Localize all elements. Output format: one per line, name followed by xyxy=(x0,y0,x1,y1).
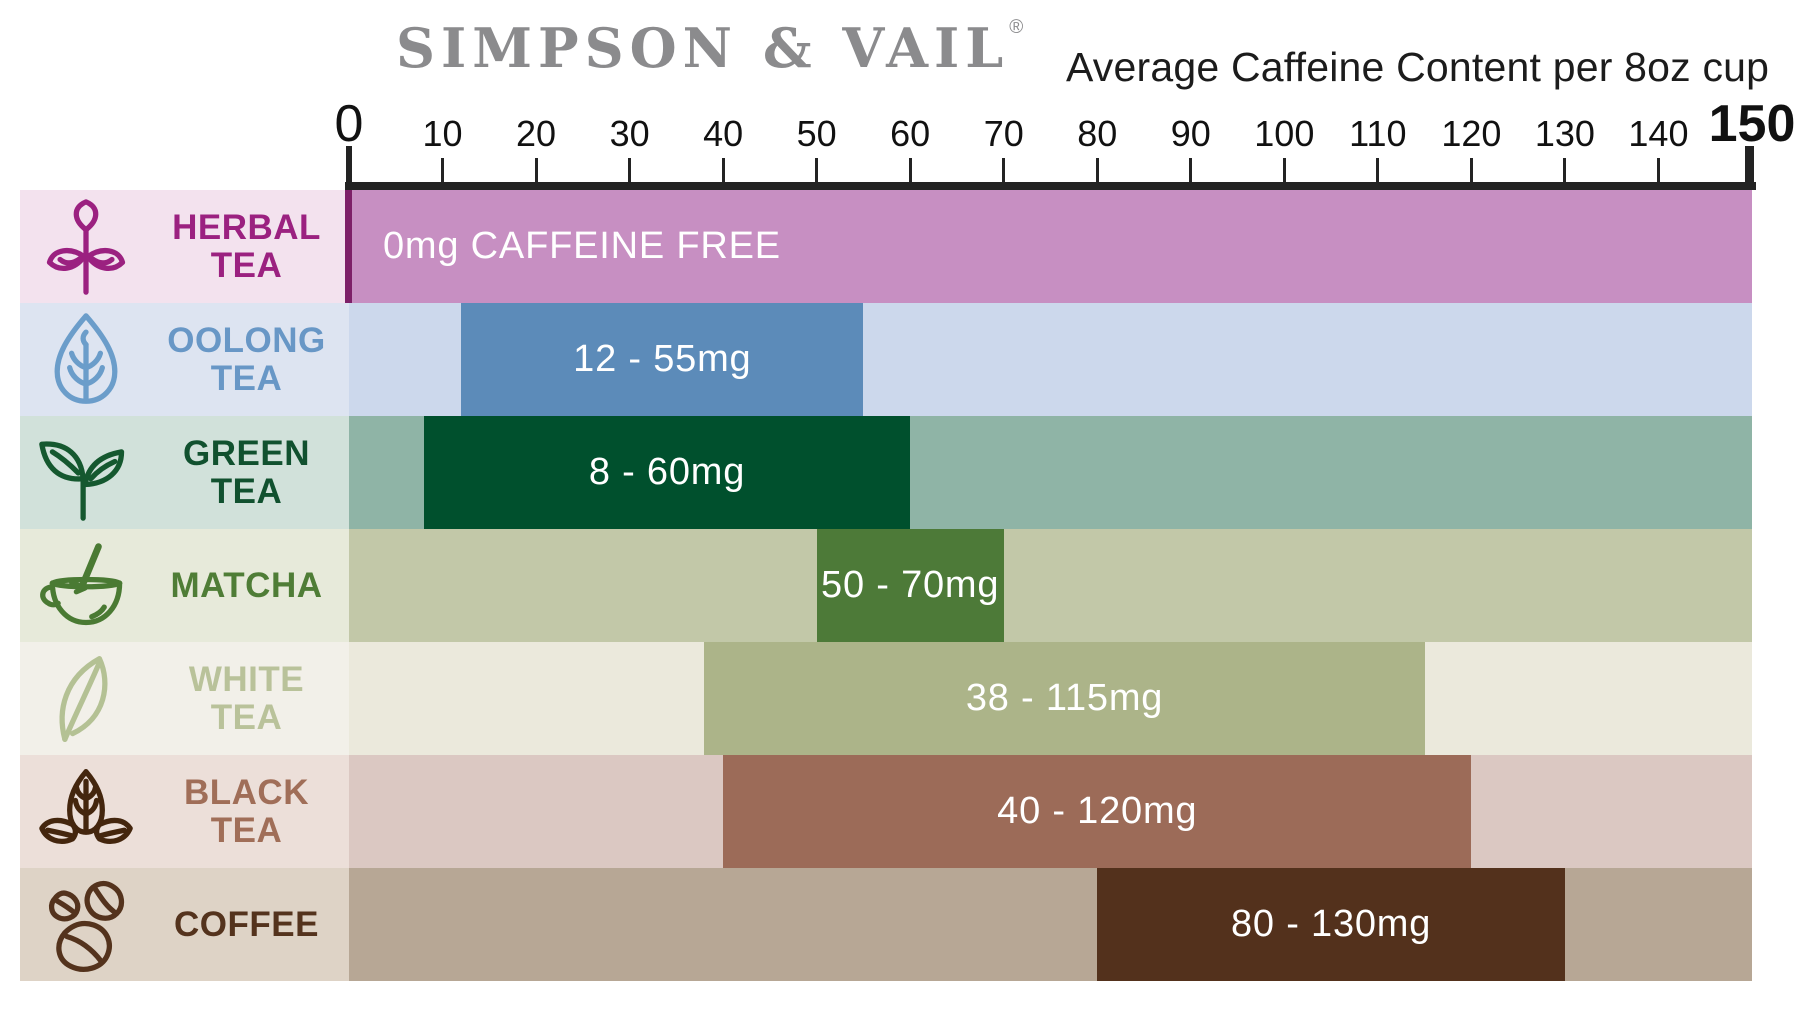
bar-matcha: 50 - 70mg xyxy=(816,529,1004,642)
x-tick-label-20: 20 xyxy=(516,113,557,154)
label-cell-black-tea: BLACK TEA xyxy=(20,755,349,868)
x-tick-label-130: 130 xyxy=(1534,113,1595,154)
x-tick-mark-110 xyxy=(1376,158,1380,182)
x-tick-mark-30 xyxy=(628,158,632,182)
x-tick-mark-0 xyxy=(346,146,352,190)
white-leaf-icon xyxy=(20,651,152,747)
x-tick-mark-10 xyxy=(441,158,445,182)
track-oolong-tea: 12 - 55mg xyxy=(349,303,1752,416)
label-cell-coffee: COFFEE xyxy=(20,868,349,981)
category-label-green-tea: GREEN TEA xyxy=(183,434,310,511)
bar-green-tea: 8 - 60mg xyxy=(423,416,911,529)
x-tick-label-100: 100 xyxy=(1254,113,1315,154)
track-white-tea: 38 - 115mg xyxy=(349,642,1752,755)
category-label-matcha: MATCHA xyxy=(170,565,323,605)
x-tick-mark-140 xyxy=(1656,158,1660,182)
category-label-oolong-tea: OOLONG TEA xyxy=(167,321,326,398)
category-label-herbal-tea: HERBAL TEA xyxy=(172,208,321,285)
track-green-tea: 8 - 60mg xyxy=(349,416,1752,529)
x-tick-mark-60 xyxy=(908,158,912,182)
x-tick-label-80: 80 xyxy=(1077,113,1118,154)
track-coffee: 80 - 130mg xyxy=(349,868,1752,981)
x-tick-mark-150 xyxy=(1745,146,1754,190)
brand-text: SIMPSON & VAIL xyxy=(396,16,1010,80)
x-tick-mark-80 xyxy=(1095,158,1099,182)
oolong-leaf-icon xyxy=(20,312,152,408)
track-herbal-tea: 0mg CAFFEINE FREE xyxy=(345,190,1752,303)
x-tick-mark-70 xyxy=(1002,158,1006,182)
category-label-coffee: COFFEE xyxy=(174,904,319,944)
row-white-tea: WHITE TEA 38 - 115mg xyxy=(0,642,1800,755)
x-tick-label-110: 110 xyxy=(1349,113,1407,154)
x-tick-mark-20 xyxy=(534,158,538,182)
category-label-white-tea: WHITE TEA xyxy=(188,660,305,737)
label-cell-matcha: MATCHA xyxy=(20,529,349,642)
bar-black-tea: 40 - 120mg xyxy=(723,755,1472,868)
label-cell-herbal-tea: HERBAL TEA xyxy=(20,190,349,303)
row-herbal-tea: HERBAL TEA 0mg CAFFEINE FREE xyxy=(0,190,1800,303)
x-tick-label-60: 60 xyxy=(890,113,931,154)
x-tick-label-10: 10 xyxy=(422,113,463,154)
x-tick-label-150: 150 xyxy=(1708,95,1796,153)
x-tick-label-140: 140 xyxy=(1628,113,1689,154)
track-black-tea: 40 - 120mg xyxy=(349,755,1752,868)
green-sprout-icon xyxy=(20,425,152,521)
x-tick-mark-120 xyxy=(1469,158,1473,182)
x-tick-label-0: 0 xyxy=(334,95,364,153)
brand-title: SIMPSON & VAIL® xyxy=(396,16,1024,80)
x-tick-mark-90 xyxy=(1189,158,1193,182)
x-tick-mark-130 xyxy=(1563,158,1567,182)
x-axis-line xyxy=(345,182,1756,190)
label-cell-oolong-tea: OOLONG TEA xyxy=(20,303,349,416)
chart-subtitle: Average Caffeine Content per 8oz cup xyxy=(1066,44,1770,90)
x-tick-label-90: 90 xyxy=(1170,113,1211,154)
axis-zero-line xyxy=(345,190,352,303)
track-matcha: 50 - 70mg xyxy=(349,529,1752,642)
label-cell-white-tea: WHITE TEA xyxy=(20,642,349,755)
black-leaves-icon xyxy=(20,764,152,860)
bar-oolong-tea: 12 - 55mg xyxy=(461,303,864,416)
row-black-tea: BLACK TEA 40 - 120mg xyxy=(0,755,1800,868)
x-tick-label-70: 70 xyxy=(983,113,1024,154)
bar-coffee: 80 - 130mg xyxy=(1097,868,1565,981)
x-tick-label-120: 120 xyxy=(1441,113,1502,154)
x-tick-mark-40 xyxy=(721,158,725,182)
matcha-cup-icon xyxy=(20,538,152,634)
x-tick-label-40: 40 xyxy=(703,113,744,154)
coffee-beans-icon xyxy=(20,877,152,973)
bar-label-herbal-tea: 0mg CAFFEINE FREE xyxy=(383,225,781,267)
x-tick-label-50: 50 xyxy=(796,113,837,154)
x-tick-label-30: 30 xyxy=(609,113,650,154)
row-coffee: COFFEE 80 - 130mg xyxy=(0,868,1800,981)
herbal-branch-icon xyxy=(20,198,152,295)
registered-trademark-icon: ® xyxy=(1009,17,1024,38)
x-tick-mark-50 xyxy=(815,158,819,182)
row-oolong-tea: OOLONG TEA 12 - 55mg xyxy=(0,303,1800,416)
row-green-tea: GREEN TEA 8 - 60mg xyxy=(0,416,1800,529)
category-label-black-tea: BLACK TEA xyxy=(184,773,309,850)
bar-white-tea: 38 - 115mg xyxy=(704,642,1425,755)
row-matcha: MATCHA 50 - 70mg xyxy=(0,529,1800,642)
label-cell-green-tea: GREEN TEA xyxy=(20,416,349,529)
x-tick-mark-100 xyxy=(1282,158,1286,182)
